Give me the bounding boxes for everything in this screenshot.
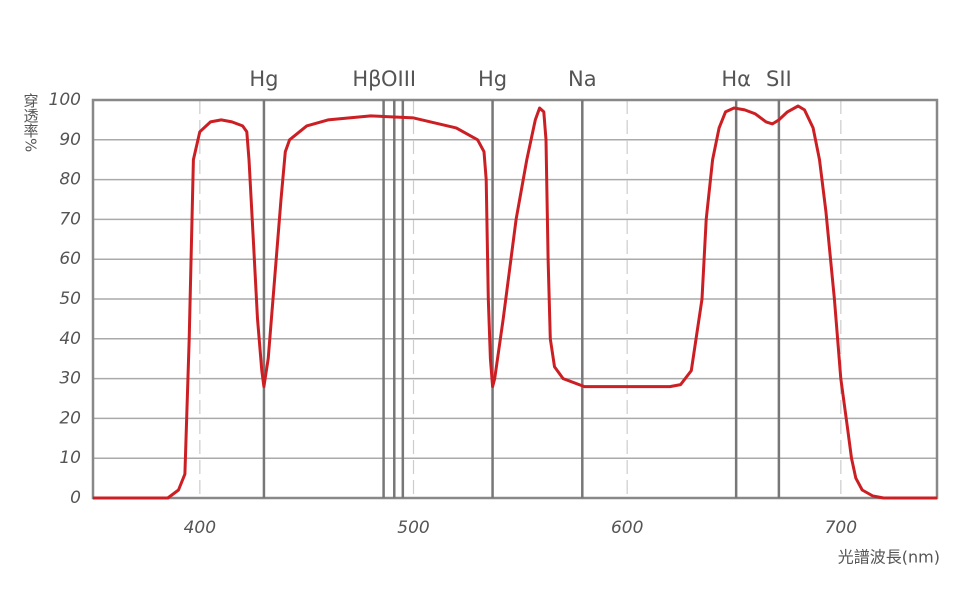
y-tick-label: 20 <box>59 408 81 428</box>
x-tick-label: 400 <box>184 518 216 538</box>
x-tick-label: 600 <box>611 518 643 538</box>
emission-label: OIII <box>381 67 416 91</box>
y-tick-label: 80 <box>59 170 81 190</box>
y-tick-label: 60 <box>59 249 81 269</box>
y-tick-label: 70 <box>59 209 81 229</box>
x-axis-label: 光譜波長(nm) <box>838 548 940 567</box>
y-tick-label: 100 <box>49 90 81 110</box>
y-tick-label: 40 <box>59 329 81 349</box>
emission-label: Hβ <box>352 67 381 91</box>
y-axis-label: 穿透率% <box>22 93 40 152</box>
x-tick-label: 700 <box>825 518 857 538</box>
emission-label: SII <box>766 67 792 91</box>
emission-label: Hα <box>721 67 751 91</box>
emission-label: Hg <box>249 67 278 91</box>
y-tick-label: 90 <box>59 130 81 150</box>
y-tick-label: 10 <box>59 448 81 468</box>
y-tick-label: 0 <box>70 488 81 508</box>
transmission-curve <box>93 104 937 500</box>
plot-frame <box>91 98 939 500</box>
y-tick-label: 50 <box>59 289 81 309</box>
emission-label: Na <box>568 67 597 91</box>
emission-label: Hg <box>478 67 507 91</box>
x-tick-label: 500 <box>397 518 429 538</box>
y-tick-label: 30 <box>59 369 81 389</box>
